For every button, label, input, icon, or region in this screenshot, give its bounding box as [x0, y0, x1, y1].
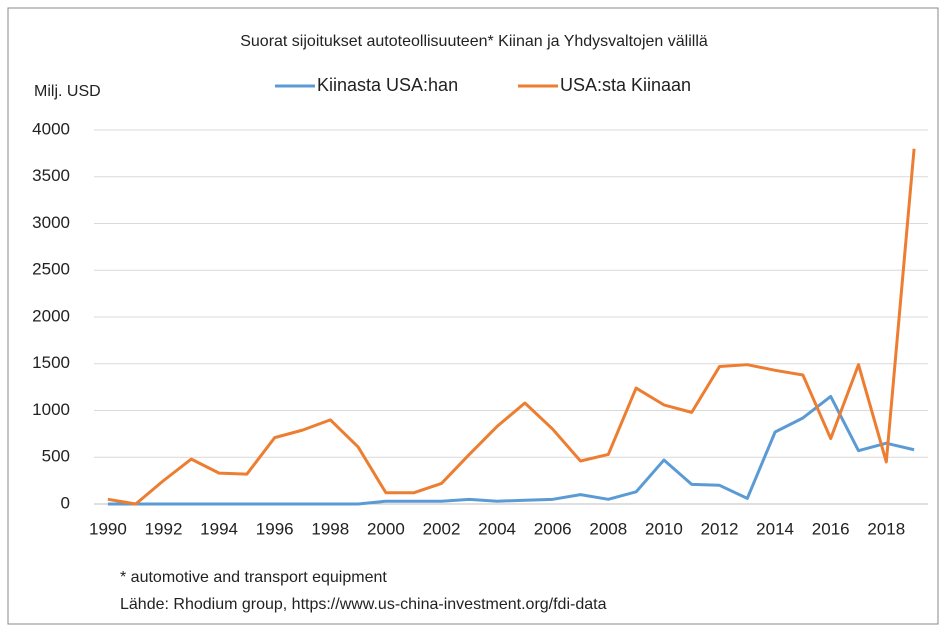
- y-tick-label: 2000: [32, 306, 70, 325]
- legend-label: USA:sta Kiinaan: [560, 75, 691, 95]
- x-tick-label: 1996: [256, 519, 294, 538]
- x-tick-label: 1992: [145, 519, 183, 538]
- x-tick-label: 2014: [756, 519, 794, 538]
- x-tick-label: 2002: [423, 519, 461, 538]
- chart-title: Suorat sijoitukset autoteollisuuteen* Ki…: [240, 33, 708, 50]
- chart-border: [7, 7, 939, 625]
- series-line: [107, 148, 916, 506]
- x-tick-label: 2000: [367, 519, 405, 538]
- y-tick-label: 500: [42, 447, 70, 466]
- y-tick-label: 2500: [32, 260, 70, 279]
- x-tick-label: 1998: [311, 519, 349, 538]
- y-tick-label: 1500: [32, 353, 70, 372]
- x-tick-label: 2004: [478, 519, 516, 538]
- y-tick-label: 0: [61, 493, 70, 512]
- y-tick-label: 1000: [32, 400, 70, 419]
- source-note: Lähde: Rhodium group, https://www.us-chi…: [120, 596, 607, 613]
- x-tick-label: 1994: [200, 519, 238, 538]
- y-axis-label: Milj. USD: [34, 83, 101, 100]
- x-tick-label: 2008: [589, 519, 627, 538]
- x-tick-label: 2010: [645, 519, 683, 538]
- y-tick-label: 3500: [32, 166, 70, 185]
- x-tick-label: 2018: [867, 519, 905, 538]
- x-tick-label: 2012: [701, 519, 739, 538]
- y-tick-label: 3000: [32, 213, 70, 232]
- x-tick-label: 2006: [534, 519, 572, 538]
- footnote: * automotive and transport equipment: [120, 569, 387, 586]
- x-tick-label: 1990: [89, 519, 127, 538]
- y-tick-label: 4000: [32, 119, 70, 138]
- x-tick-label: 2016: [812, 519, 850, 538]
- legend-label: Kiinasta USA:han: [317, 75, 458, 95]
- series-line: [107, 394, 915, 506]
